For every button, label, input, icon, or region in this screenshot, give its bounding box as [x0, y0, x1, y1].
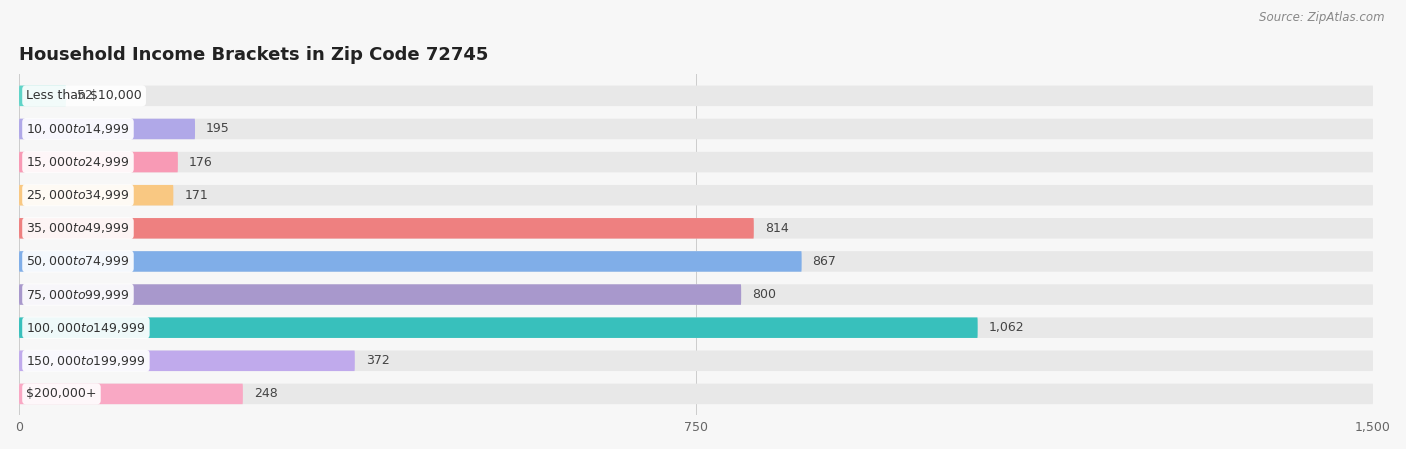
FancyBboxPatch shape — [20, 86, 66, 106]
Text: 176: 176 — [188, 156, 212, 168]
Text: $15,000 to $24,999: $15,000 to $24,999 — [27, 155, 129, 169]
Text: Source: ZipAtlas.com: Source: ZipAtlas.com — [1260, 11, 1385, 24]
Text: 800: 800 — [752, 288, 776, 301]
Text: 1,062: 1,062 — [988, 321, 1024, 334]
Text: 248: 248 — [253, 387, 277, 401]
Text: $25,000 to $34,999: $25,000 to $34,999 — [27, 188, 129, 202]
Text: $50,000 to $74,999: $50,000 to $74,999 — [27, 255, 129, 269]
Text: 372: 372 — [366, 354, 389, 367]
FancyBboxPatch shape — [20, 284, 1374, 305]
FancyBboxPatch shape — [20, 152, 179, 172]
Text: $35,000 to $49,999: $35,000 to $49,999 — [27, 221, 129, 235]
Text: Less than $10,000: Less than $10,000 — [27, 89, 142, 102]
Text: $200,000+: $200,000+ — [27, 387, 97, 401]
FancyBboxPatch shape — [20, 119, 195, 139]
Text: 52: 52 — [77, 89, 93, 102]
FancyBboxPatch shape — [20, 185, 173, 206]
Text: 867: 867 — [813, 255, 837, 268]
Text: Household Income Brackets in Zip Code 72745: Household Income Brackets in Zip Code 72… — [20, 46, 488, 64]
FancyBboxPatch shape — [20, 383, 243, 404]
FancyBboxPatch shape — [20, 185, 1374, 206]
Text: 814: 814 — [765, 222, 789, 235]
FancyBboxPatch shape — [20, 86, 1374, 106]
FancyBboxPatch shape — [20, 251, 1374, 272]
FancyBboxPatch shape — [20, 152, 1374, 172]
Text: $100,000 to $149,999: $100,000 to $149,999 — [27, 321, 146, 335]
FancyBboxPatch shape — [20, 284, 741, 305]
Text: $75,000 to $99,999: $75,000 to $99,999 — [27, 287, 129, 302]
Text: $150,000 to $199,999: $150,000 to $199,999 — [27, 354, 146, 368]
FancyBboxPatch shape — [20, 218, 754, 238]
FancyBboxPatch shape — [20, 251, 801, 272]
FancyBboxPatch shape — [20, 351, 354, 371]
FancyBboxPatch shape — [20, 317, 977, 338]
Text: 195: 195 — [205, 123, 229, 136]
FancyBboxPatch shape — [20, 383, 1374, 404]
Text: 171: 171 — [184, 189, 208, 202]
Text: $10,000 to $14,999: $10,000 to $14,999 — [27, 122, 129, 136]
FancyBboxPatch shape — [20, 317, 1374, 338]
FancyBboxPatch shape — [20, 218, 1374, 238]
FancyBboxPatch shape — [20, 351, 1374, 371]
FancyBboxPatch shape — [20, 119, 1374, 139]
